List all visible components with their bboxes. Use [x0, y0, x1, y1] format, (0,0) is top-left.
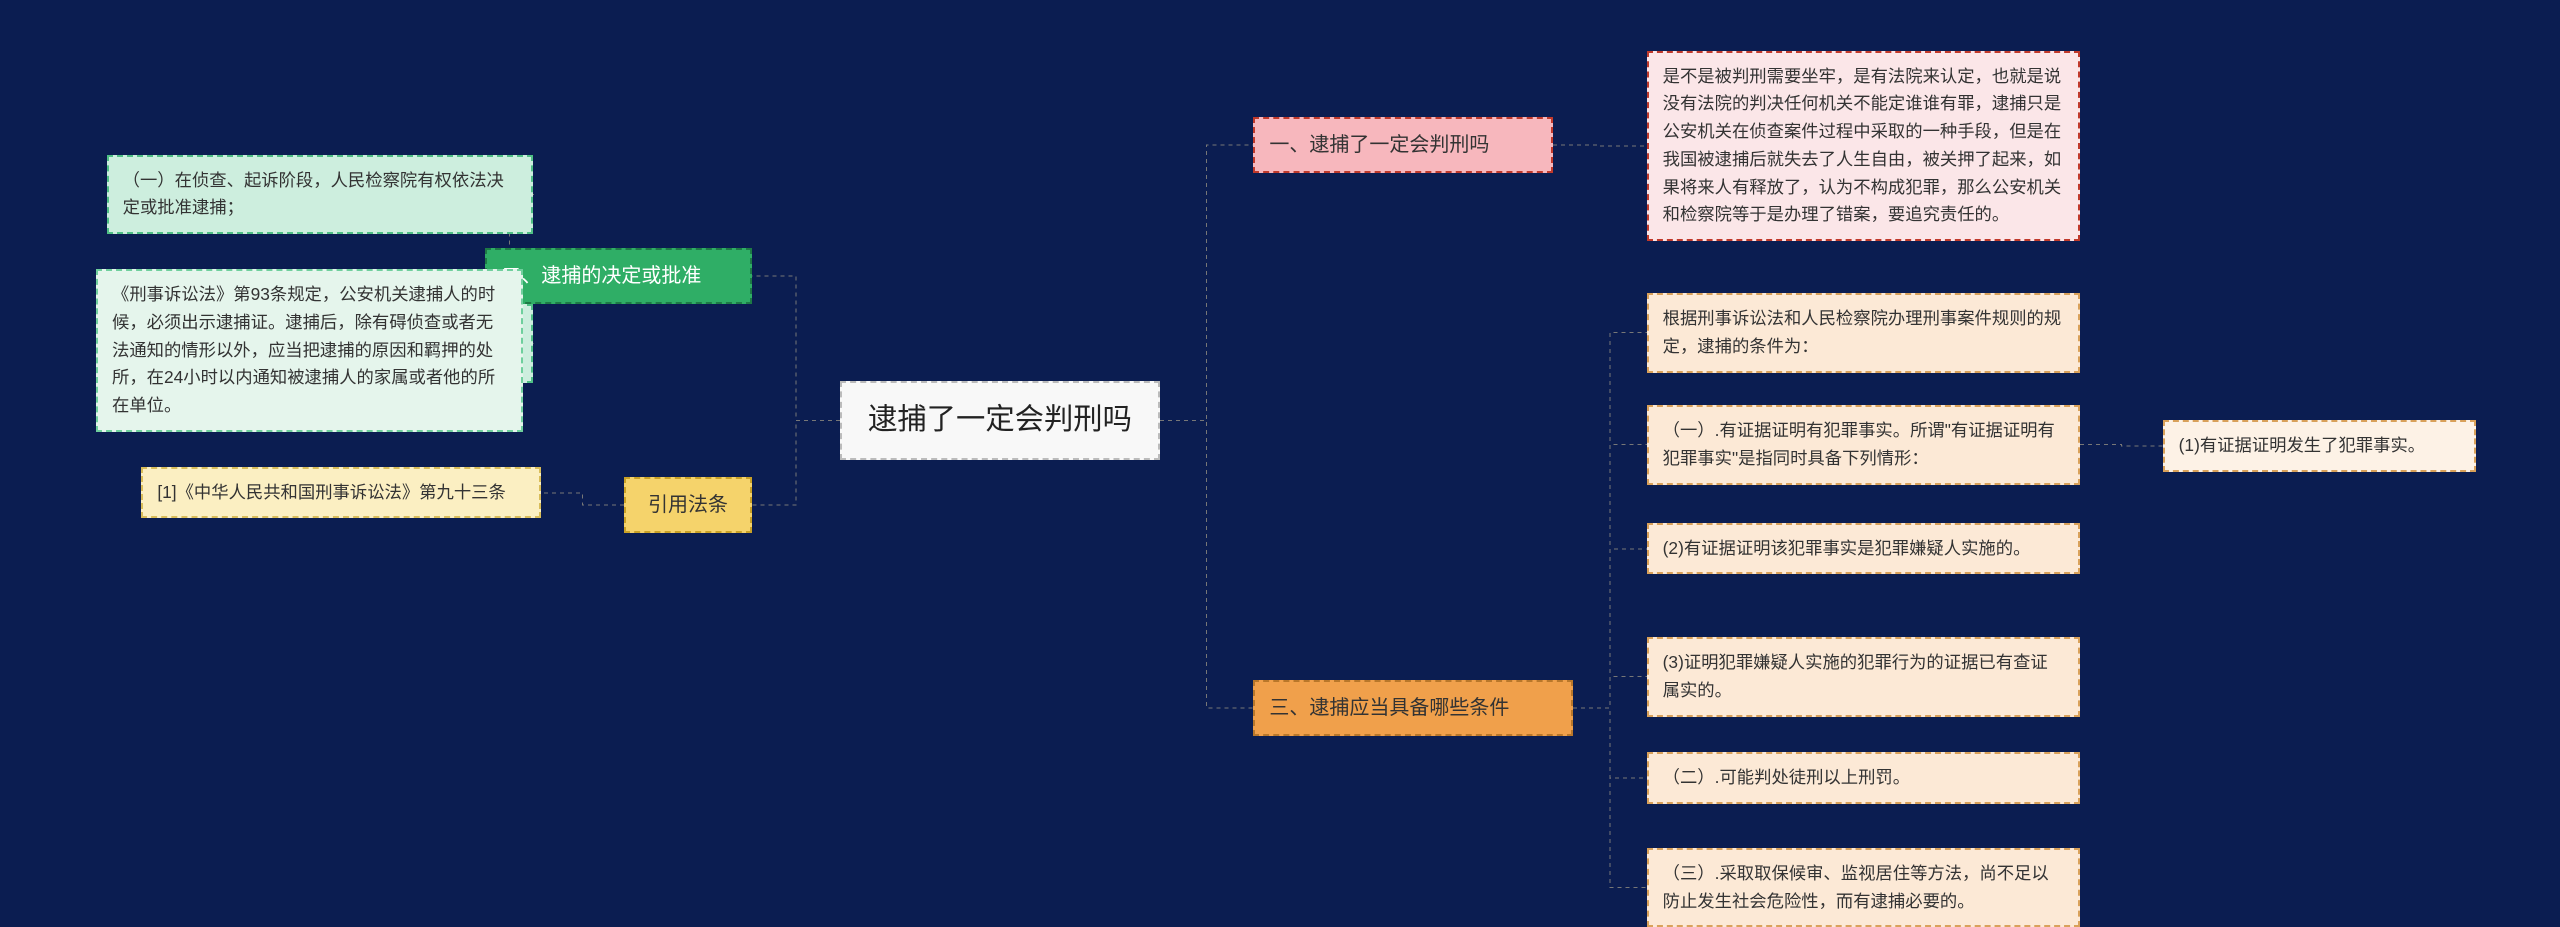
branch-1: 一、逮捕了一定会判刑吗: [1253, 117, 1553, 173]
branch-1-leaf-1: 是不是被判刑需要坐牢，是有法院来认定，也就是说没有法院的判决任何机关不能定谁谁有…: [1647, 51, 2080, 241]
branch-3-leaf-6: （三）.采取取保候审、监视居住等方法，尚不足以防止发生社会危险性，而有逮捕必要的…: [1647, 848, 2080, 927]
mindmap-canvas: 逮捕了一定会判刑吗 一、逮捕了一定会判刑吗 是不是被判刑需要坐牢，是有法院来认定…: [0, 0, 2560, 927]
branch-3-leaf-5: （二）.可能判处徒刑以上刑罚。: [1647, 752, 2080, 804]
branch-3-leaf-1: 根据刑事诉讼法和人民检察院办理刑事案件规则的规定，逮捕的条件为：: [1647, 293, 2080, 372]
branch-2-leaf-1: （一）在侦查、起诉阶段，人民检察院有权依法决定或批准逮捕；: [107, 155, 534, 234]
branch-2-leaf-2-sub-1: 《刑事诉讼法》第93条规定，公安机关逮捕人的时候，必须出示逮捕证。逮捕后，除有碍…: [96, 269, 523, 432]
root-node: 逮捕了一定会判刑吗: [840, 381, 1160, 460]
branch-3-leaf-2: （一）.有证据证明有犯罪事实。所谓"有证据证明有犯罪事实"是指同时具备下列情形：: [1647, 405, 2080, 484]
branch-3-leaf-2-sub-1: (1)有证据证明发生了犯罪事实。: [2163, 420, 2476, 472]
branch-4-leaf-1: [1]《中华人民共和国刑事诉讼法》第九十三条: [141, 467, 541, 519]
branch-3-leaf-3: (2)有证据证明该犯罪事实是犯罪嫌疑人实施的。: [1647, 523, 2080, 575]
branch-2: 二、逮捕的决定或批准: [485, 248, 752, 304]
branch-3: 三、逮捕应当具备哪些条件: [1253, 680, 1573, 736]
branch-4: 引用法条: [624, 477, 752, 533]
branch-3-leaf-4: (3)证明犯罪嫌疑人实施的犯罪行为的证据已有查证属实的。: [1647, 637, 2080, 716]
